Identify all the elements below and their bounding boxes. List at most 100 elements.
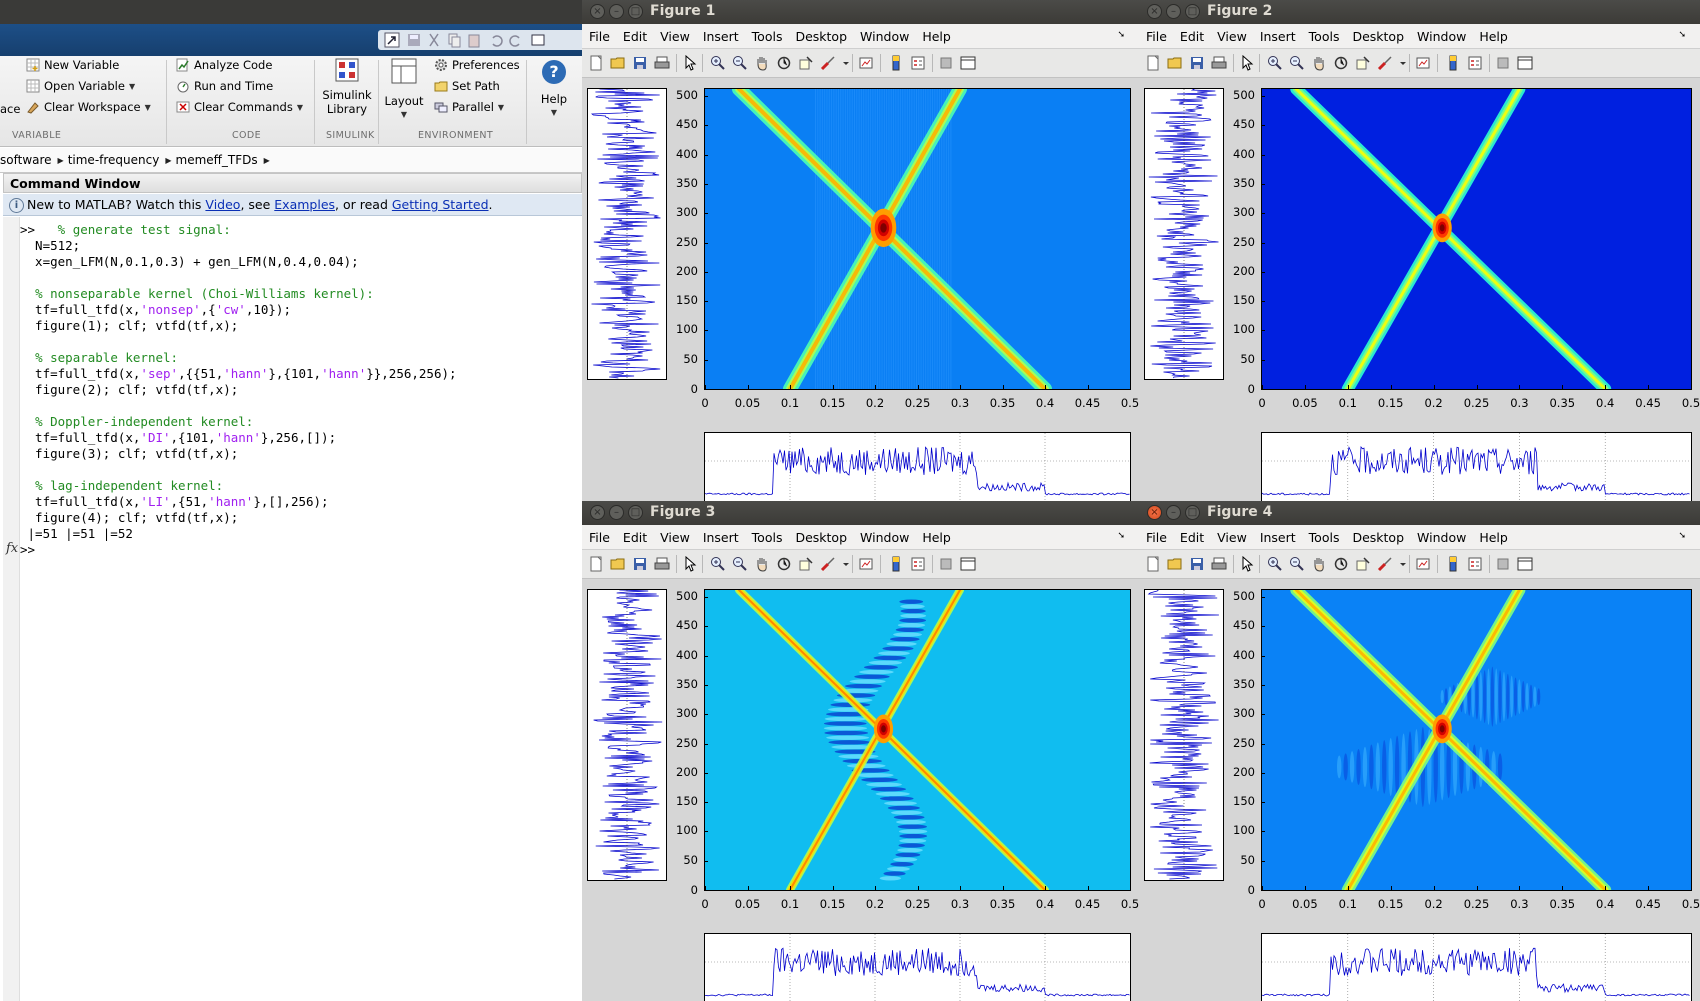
menu-window[interactable]: Window [860,529,910,545]
menu-desktop[interactable]: Desktop [795,28,848,44]
open-file-icon[interactable] [610,556,626,572]
switch-windows-icon[interactable] [530,32,546,48]
print-icon[interactable] [654,556,670,572]
menu-file[interactable]: File [589,28,610,44]
new-figure-icon[interactable] [1145,55,1161,71]
menu-view[interactable]: View [1217,529,1247,545]
chevron-down-icon[interactable] [838,556,849,572]
rotate-3d-icon[interactable] [1333,55,1349,71]
show-plot-tools-icon[interactable] [1517,556,1533,572]
save-figure-icon[interactable] [1189,556,1205,572]
menu-edit[interactable]: Edit [622,28,648,44]
menu-desktop[interactable]: Desktop [795,529,848,545]
dock-arrow-icon[interactable]: ➘ [1117,531,1125,541]
save-figure-icon[interactable] [1189,55,1205,71]
zoom-out-icon[interactable] [1289,55,1305,71]
legend-icon[interactable] [910,55,926,71]
time-signal-plot[interactable] [587,589,667,881]
menu-desktop[interactable]: Desktop [1352,529,1405,545]
zoom-out-icon[interactable] [1289,556,1305,572]
colorbar-icon[interactable] [1445,55,1461,71]
menu-help[interactable]: Help [1479,529,1508,545]
rotate-3d-icon[interactable] [1333,556,1349,572]
menu-tools[interactable]: Tools [751,28,783,44]
colorbar-icon[interactable] [888,556,904,572]
legend-icon[interactable] [1467,556,1483,572]
maximize-window-icon[interactable]: □ [628,505,643,520]
current-folder-breadcrumb[interactable]: software ▶ time-frequency ▶ memeff_TFDs ▶ [0,148,582,173]
open-file-icon[interactable] [610,55,626,71]
redo-icon[interactable] [508,32,524,48]
open-file-icon[interactable] [1167,556,1183,572]
menu-edit[interactable]: Edit [1179,28,1205,44]
menu-view[interactable]: View [1217,28,1247,44]
cut-icon[interactable] [426,32,442,48]
pointer-icon[interactable] [1239,55,1255,71]
zoom-in-icon[interactable] [1267,556,1283,572]
maximize-window-icon[interactable]: □ [1185,505,1200,520]
brush-icon[interactable] [820,556,836,572]
undock-icon[interactable] [384,32,400,48]
pointer-icon[interactable] [682,556,698,572]
brush-icon[interactable] [1377,55,1393,71]
breadcrumb-time-frequency[interactable]: time-frequency [67,153,160,167]
brush-icon[interactable] [1377,556,1393,572]
figure-window-3[interactable]: × – □ Figure 3 File Edit View Insert Tools Deskto… [582,501,1139,1001]
menu-insert[interactable]: Insert [1259,529,1296,545]
figure-window-1[interactable]: × – □ Figure 1 File Edit View Insert Tools Deskto… [582,0,1139,501]
close-window-icon[interactable]: × [590,4,605,19]
menu-window[interactable]: Window [1417,28,1467,44]
zoom-in-icon[interactable] [710,556,726,572]
spectrum-plot[interactable] [1261,933,1692,1001]
command-window-text[interactable]: >> % generate test signal: N=512; x=gen_… [20,222,580,558]
set-path-button[interactable]: Set Path [434,79,500,93]
time-signal-plot[interactable] [1144,88,1224,380]
menu-file[interactable]: File [589,529,610,545]
menu-window[interactable]: Window [860,28,910,44]
rotate-3d-icon[interactable] [776,55,792,71]
figure-window-2[interactable]: × – □ Figure 2 File Edit View Insert Tools Deskto… [1139,0,1700,501]
save-icon[interactable] [406,32,422,48]
menu-view[interactable]: View [660,529,690,545]
maximize-window-icon[interactable]: □ [628,4,643,19]
maximize-window-icon[interactable]: □ [1185,4,1200,19]
print-icon[interactable] [654,55,670,71]
show-plot-tools-icon[interactable] [960,556,976,572]
menu-desktop[interactable]: Desktop [1352,28,1405,44]
dock-arrow-icon[interactable]: ➘ [1678,30,1686,40]
time-signal-plot[interactable] [1144,589,1224,881]
menu-edit[interactable]: Edit [622,529,648,545]
menu-insert[interactable]: Insert [702,529,739,545]
pan-hand-icon[interactable] [1311,55,1327,71]
examples-link[interactable]: Examples [274,197,336,212]
figure-titlebar[interactable]: × – □ Figure 2 [1139,0,1700,24]
run-and-time-button[interactable]: Run and Time [176,79,273,93]
analyze-code-button[interactable]: Analyze Code [176,58,272,72]
menu-help[interactable]: Help [922,28,951,44]
simulink-library-button[interactable]: Simulink Library [318,58,376,116]
save-figure-icon[interactable] [632,556,648,572]
chevron-down-icon[interactable] [1395,556,1406,572]
open-variable-button[interactable]: Open Variable ▼ [26,79,135,93]
zoom-in-icon[interactable] [710,55,726,71]
close-window-icon[interactable]: × [590,505,605,520]
menu-window[interactable]: Window [1417,529,1467,545]
chevron-down-icon[interactable] [1395,55,1406,71]
colorbar-icon[interactable] [888,55,904,71]
preferences-button[interactable]: Preferences [434,58,520,72]
data-cursor-icon[interactable] [1355,556,1371,572]
menu-tools[interactable]: Tools [1308,529,1340,545]
chevron-down-icon[interactable] [838,55,849,71]
menu-view[interactable]: View [660,28,690,44]
figure-titlebar[interactable]: × – □ Figure 4 [1139,501,1700,525]
zoom-in-icon[interactable] [1267,55,1283,71]
data-cursor-icon[interactable] [1355,55,1371,71]
minimize-window-icon[interactable]: – [1166,4,1181,19]
dock-arrow-icon[interactable]: ➘ [1117,30,1125,40]
link-plot-icon[interactable] [858,55,874,71]
link-plot-icon[interactable] [858,556,874,572]
close-window-icon[interactable]: × [1147,505,1162,520]
minimize-window-icon[interactable]: – [1166,505,1181,520]
new-figure-icon[interactable] [588,55,604,71]
clear-commands-button[interactable]: Clear Commands ▼ [176,100,303,114]
